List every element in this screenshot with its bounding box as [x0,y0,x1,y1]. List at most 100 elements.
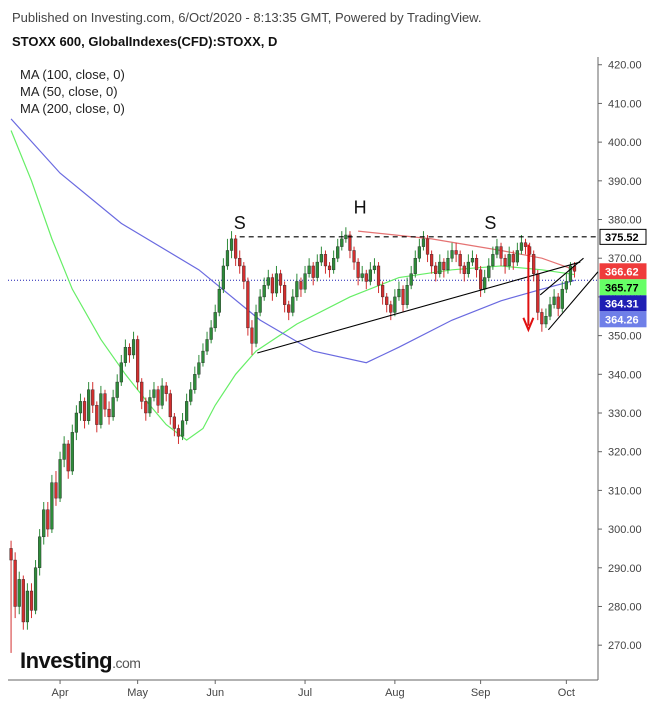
candle-body [417,246,421,259]
candle-body [127,347,132,356]
candle-body [401,288,405,305]
published-line: Published on Investing.com, 6/Oct/2020 -… [12,10,481,25]
candle-body [58,459,62,499]
candle-body [140,381,144,402]
candle-body [307,265,311,274]
candle-body [209,327,213,340]
candle-body [99,393,103,425]
candle-body [446,258,450,271]
candle-body [95,405,99,425]
candle-body [274,273,279,294]
trend-line [547,271,599,331]
candle-body [368,269,372,282]
x-tick-label: May [127,687,148,699]
candle-body [266,277,270,286]
y-tick-label: 280.00 [608,601,642,613]
y-tick-label: 380.00 [608,215,642,227]
candle-body [311,265,315,278]
candle-body [185,401,189,421]
candle-body [62,443,66,460]
x-tick-label: Sep [471,687,491,699]
price-label-text: 364.26 [605,314,639,326]
candle-body [523,242,528,247]
candle-body [323,254,328,267]
candle-body [9,548,13,561]
candle-body [319,254,323,263]
candle-body [136,339,140,383]
candle-body [234,238,238,259]
candle-body [442,261,446,271]
candle-body [479,269,483,290]
price-label-box [599,295,647,312]
candle-body [413,258,417,274]
candle-body [262,285,266,298]
candle-body [217,288,221,313]
candle-body [38,536,42,568]
candle-body [119,362,123,383]
candle-body [536,273,540,313]
candle-body [405,285,409,305]
price-label-box [599,311,647,328]
candle-body [270,277,274,294]
candle-body [519,242,524,251]
candle-body [287,304,291,313]
pattern-label: H [354,198,367,218]
candle-body [189,389,193,402]
candle-body [123,347,127,363]
candle-body [327,265,332,271]
y-tick-label: 340.00 [608,369,642,381]
candle-body [421,238,426,247]
candle-body [556,296,560,309]
candle-body [82,401,87,421]
candle-body [13,559,17,607]
candle-body [180,420,185,437]
candle-body [332,258,336,271]
candle-body [66,443,70,472]
candle-body [515,250,519,263]
candle-body [348,234,352,251]
candle-body [225,250,230,267]
y-tick-label: 290.00 [608,563,642,575]
candle-body [295,281,299,298]
candle-body [356,261,360,278]
ma-line [10,118,575,364]
price-label: 366.62 [599,263,647,280]
candle-body [540,312,544,325]
candle-body [548,304,552,317]
candle-body [393,296,397,313]
candle-body [568,265,573,282]
y-tick-label: 370.00 [608,253,642,265]
candle-body [507,254,511,267]
candle-body [197,362,201,375]
candle-body [458,254,462,267]
candle-body [156,389,160,406]
candle-body [544,316,548,325]
candle-body [242,265,246,282]
candle-body [164,385,168,394]
candle-body [250,327,254,344]
candle-body [299,281,303,290]
candle-body [29,590,34,611]
price-label-box [599,228,647,245]
candle-body [33,567,38,611]
symbol-title: STOXX 600, GlobalIndexes(CFD):STOXX, D [12,34,277,49]
candle-body [176,428,181,437]
candle-body [483,277,487,290]
candle-body [503,258,507,267]
candle-body [54,482,58,499]
candle-body [389,304,393,313]
candle-body [344,234,348,240]
candle-body [491,254,495,267]
candle-body [258,296,262,313]
candle-body [213,312,217,329]
candle-body [46,509,50,530]
x-tick-label: Oct [558,687,575,699]
candle-body [246,281,250,329]
candle-body [144,401,148,414]
price-label-box [599,279,647,296]
candle-body [364,273,368,282]
y-tick-label: 350.00 [608,331,642,343]
candle-body [78,401,83,414]
